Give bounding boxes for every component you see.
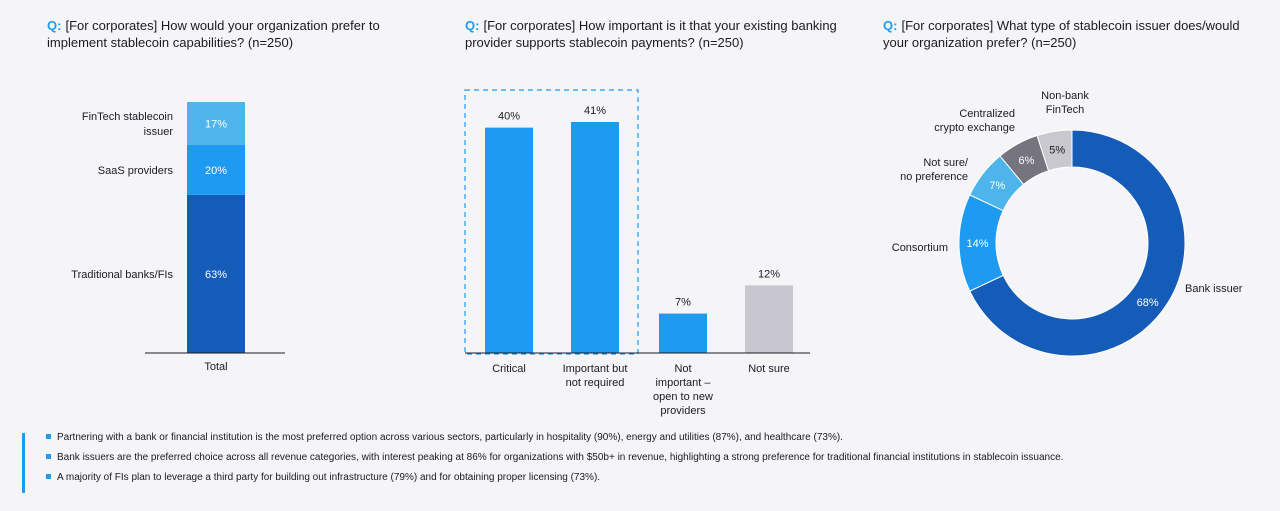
- bar: [745, 285, 793, 353]
- tick-label: not required: [566, 377, 625, 389]
- bullet-square-icon: [46, 434, 51, 439]
- slice-label: FinTech: [1046, 104, 1085, 116]
- donut-slice: [969, 129, 1186, 357]
- tick-label: Not sure: [748, 363, 790, 375]
- tick-label: providers: [660, 405, 706, 417]
- data-label: 6%: [1019, 155, 1035, 167]
- segment-label: SaaS providers: [98, 165, 174, 177]
- note-item: Bank issuers are the preferred choice ac…: [46, 453, 1063, 463]
- question-3: Q: [For corporates] What type of stableco…: [883, 17, 1240, 51]
- data-label: 7%: [989, 180, 1005, 192]
- bar: [571, 122, 619, 353]
- bullet-square-icon: [46, 474, 51, 479]
- bar: [485, 127, 533, 353]
- question-2-line-1: [For corporates] How important is it tha…: [483, 18, 837, 33]
- tick-label: important –: [655, 377, 711, 389]
- slice-label: Consortium: [892, 242, 948, 254]
- question-3-line-1: [For corporates] What type of stablecoin…: [901, 18, 1240, 33]
- stacked-bar-chart: 63% Traditional banks/FIs 20% SaaS provider…: [71, 102, 285, 373]
- slice-label: Centralized: [959, 108, 1015, 120]
- note-text: A majority of FIs plan to leverage a thi…: [57, 472, 601, 483]
- bar-segment: [187, 102, 245, 145]
- segment-label: FinTech stablecoin: [82, 111, 173, 123]
- tick-label: Critical: [492, 363, 526, 375]
- data-label: 20%: [205, 165, 227, 177]
- q-marker: Q:: [465, 18, 480, 33]
- data-label: 7%: [675, 297, 691, 309]
- slice-label: Bank issuer: [1185, 283, 1243, 295]
- slice-label: Not sure/: [923, 157, 969, 169]
- tick-label: open to new: [653, 391, 713, 403]
- question-1: Q: [For corporates] How would your organi…: [47, 17, 380, 51]
- charts-canvas: 63% Traditional banks/FIs 20% SaaS provider…: [71, 89, 1243, 417]
- question-2: Q: [For corporates] How important is it t…: [465, 17, 837, 51]
- data-label: 68%: [1137, 297, 1159, 309]
- data-label: 17%: [205, 118, 227, 130]
- key-findings: Partnering with a bank or financial inst…: [22, 433, 1063, 493]
- slice-label: no preference: [900, 171, 968, 183]
- data-label: 41%: [584, 105, 606, 117]
- importance-bar-chart: 40% Critical 41% Important but not required 7…: [464, 89, 810, 417]
- data-label: 40%: [498, 111, 520, 123]
- note-text: Partnering with a bank or financial inst…: [57, 432, 843, 443]
- bar: [659, 313, 707, 353]
- slice-label: Non-bank: [1041, 90, 1089, 102]
- tick-label: Important but: [563, 363, 628, 375]
- question-2-line-2: provider supports stablecoin payments? (…: [465, 35, 744, 50]
- bullet-square-icon: [46, 454, 51, 459]
- data-label: 14%: [966, 238, 988, 250]
- data-label: 12%: [758, 268, 780, 280]
- bar-segment: [187, 144, 245, 195]
- question-1-line-1: [For corporates] How would your organiza…: [65, 18, 380, 33]
- q-marker: Q:: [883, 18, 898, 33]
- slice-label: crypto exchange: [934, 122, 1015, 134]
- donut-slice: [1036, 129, 1073, 172]
- tick-label: Total: [204, 361, 227, 373]
- q-marker: Q:: [47, 18, 62, 33]
- tick-label: Not: [674, 363, 691, 375]
- data-label: 63%: [205, 269, 227, 281]
- issuer-donut-chart: 68% Bank issuer 14% Consortium 7% Not sure/no…: [892, 90, 1243, 357]
- data-label: 5%: [1049, 145, 1065, 157]
- note-item: A majority of FIs plan to leverage a thi…: [46, 473, 1063, 483]
- question-1-line-2: implement stablecoin capabilities? (n=25…: [47, 35, 294, 50]
- highlight-box: [464, 89, 639, 355]
- note-item: Partnering with a bank or financial inst…: [46, 433, 1063, 443]
- segment-label: Traditional banks/FIs: [71, 269, 173, 281]
- segment-label: issuer: [144, 126, 174, 138]
- bar-segment: [187, 194, 245, 353]
- question-3-line-2: your organization prefer? (n=250): [883, 35, 1077, 50]
- note-text: Bank issuers are the preferred choice ac…: [57, 452, 1064, 463]
